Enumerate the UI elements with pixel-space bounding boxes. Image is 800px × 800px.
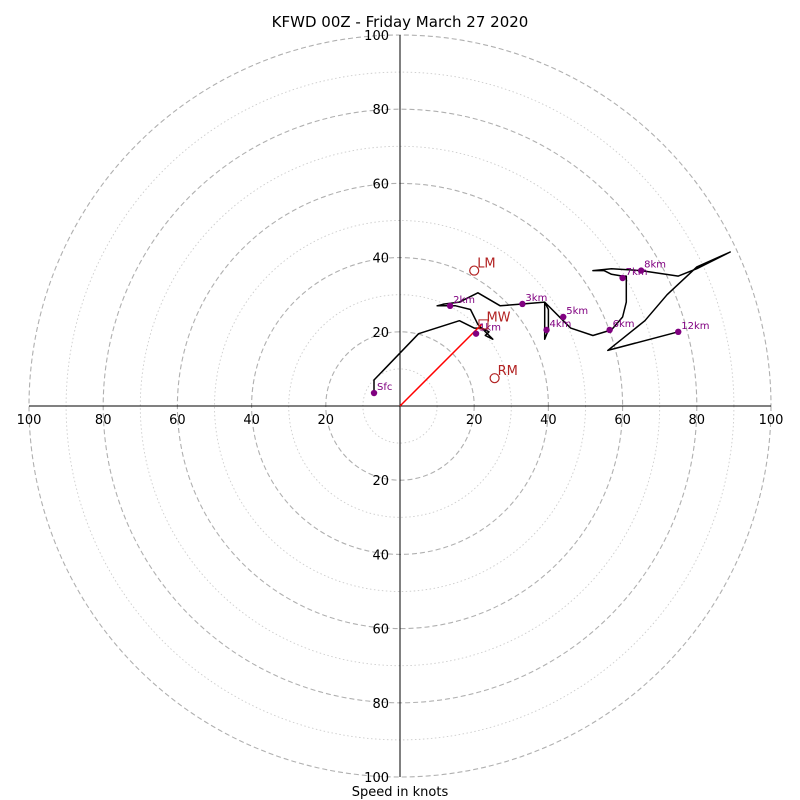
- x-tick-label: 20: [466, 413, 483, 428]
- axis-tick-labels: 100 100 80 80 60 60 40 40 20 20 20 20 40 40 60 60 80 80 10…: [17, 29, 784, 786]
- shear-vector: [399, 323, 483, 407]
- x-tick-label: 60: [614, 413, 631, 428]
- x-tick-label: 100: [759, 413, 784, 428]
- chart-title: KFWD 00Z - Friday March 27 2020: [272, 13, 529, 31]
- height-marker: [543, 326, 550, 334]
- y-tick-label: 40: [372, 252, 389, 267]
- height-marker-label: 1km: [479, 323, 501, 334]
- height-marker-label: 7km: [626, 267, 648, 278]
- storm-motion-marker: [489, 373, 500, 384]
- x-axis-label: Speed in knots: [352, 785, 449, 800]
- height-marker-label: 4km: [550, 319, 572, 330]
- x-tick-label: 40: [243, 413, 260, 428]
- y-tick-label: 40: [372, 548, 389, 563]
- height-marker-label: 2km: [453, 295, 475, 306]
- y-tick-label: 100: [364, 771, 389, 786]
- y-tick-label: 20: [372, 326, 389, 341]
- height-marker: [637, 267, 645, 274]
- height-marker: [519, 300, 526, 308]
- y-tick-label: 60: [372, 177, 389, 192]
- x-tick-label: 80: [95, 413, 112, 428]
- x-tick-label: 40: [540, 413, 557, 428]
- x-tick-label: 60: [169, 413, 186, 428]
- height-marker: [472, 330, 480, 337]
- x-tick-label: 20: [318, 413, 335, 428]
- height-marker-label: 12km: [681, 321, 709, 332]
- height-marker-label: 6km: [613, 319, 635, 330]
- height-marker: [370, 389, 378, 397]
- height-marker: [619, 274, 626, 282]
- storm-motion-marker: [469, 265, 480, 276]
- storm-motion-marker: [478, 319, 489, 330]
- y-tick-label: 80: [372, 697, 389, 712]
- height-marker: [446, 302, 454, 310]
- wind-profile-trace: [373, 251, 731, 392]
- storm-motion-label: LM: [477, 257, 495, 272]
- height-marker: [560, 313, 567, 321]
- x-tick-label: 80: [689, 413, 706, 428]
- height-marker-label: 3km: [525, 293, 547, 304]
- y-tick-label: 100: [364, 29, 389, 44]
- height-marker: [675, 328, 682, 335]
- height-marker-label: 5km: [566, 306, 588, 317]
- storm-motion-label: RM: [498, 364, 518, 379]
- height-marker-label: Sfc: [377, 382, 392, 393]
- y-tick-label: 60: [372, 623, 389, 638]
- x-tick-label: 100: [17, 413, 42, 428]
- height-marker: [606, 326, 613, 334]
- y-tick-label: 20: [372, 474, 389, 489]
- height-marker-label: 8km: [644, 260, 666, 271]
- storm-motion-label: MW: [486, 310, 510, 325]
- y-tick-label: 80: [372, 103, 389, 118]
